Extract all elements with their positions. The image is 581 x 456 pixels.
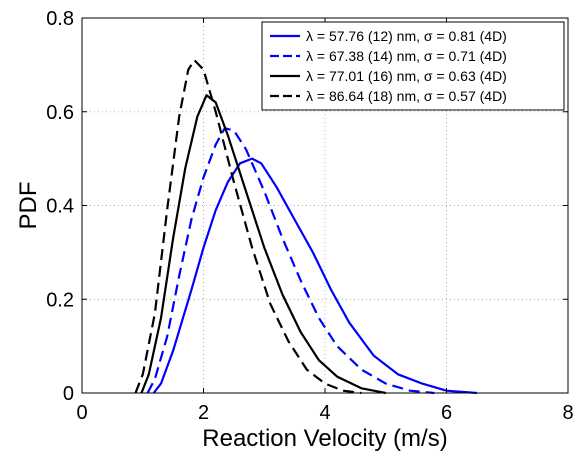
y-tick-label: 0.4 bbox=[46, 196, 74, 218]
x-axis-label: Reaction Velocity (m/s) bbox=[202, 425, 447, 452]
legend-label: λ = 67.38 (14) nm, σ = 0.71 (4D) bbox=[306, 48, 507, 64]
series-line-1 bbox=[152, 157, 477, 395]
y-tick-label: 0.2 bbox=[46, 289, 74, 311]
y-tick-label: 0.6 bbox=[46, 102, 74, 124]
x-tick-label: 6 bbox=[441, 402, 452, 424]
series-line-2 bbox=[146, 127, 435, 395]
series-line-3 bbox=[140, 94, 387, 395]
series-lines bbox=[134, 59, 477, 395]
legend-box bbox=[261, 21, 565, 111]
x-tick-label: 8 bbox=[562, 402, 573, 424]
legend-label: λ = 77.01 (16) nm, σ = 0.63 (4D) bbox=[306, 68, 507, 84]
y-axis-label: PDF bbox=[15, 182, 42, 230]
axis-ticks: 0 2 4 6 8 0 0.2 0.4 0.6 0.8 bbox=[46, 8, 573, 424]
series-line-4 bbox=[134, 59, 362, 395]
legend-label: λ = 86.64 (18) nm, σ = 0.57 (4D) bbox=[306, 88, 507, 104]
legend: λ = 57.76 (12) nm, σ = 0.81 (4D) λ = 67.3… bbox=[261, 21, 565, 111]
y-tick-label: 0.8 bbox=[46, 8, 74, 30]
x-tick-label: 2 bbox=[198, 402, 209, 424]
y-tick-label: 0 bbox=[63, 383, 74, 405]
x-tick-label: 4 bbox=[319, 402, 330, 424]
legend-label: λ = 57.76 (12) nm, σ = 0.81 (4D) bbox=[306, 28, 507, 44]
x-tick-label: 0 bbox=[76, 402, 87, 424]
